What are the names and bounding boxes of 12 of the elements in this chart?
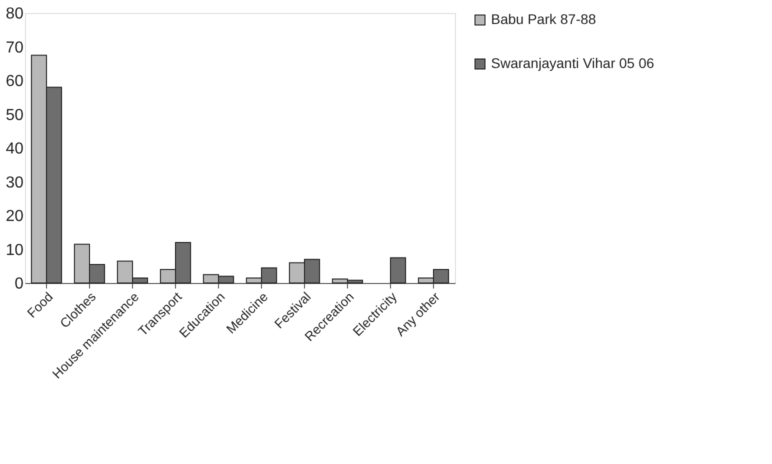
- y-tick-label: 80: [6, 6, 24, 22]
- y-tick-label: 30: [6, 174, 24, 192]
- y-tick-label: 20: [6, 208, 24, 225]
- y-tick-label: 70: [6, 39, 24, 56]
- y-tick-label: 40: [6, 140, 24, 158]
- y-tick-label: 0: [14, 276, 24, 292]
- y-tick-label: 10: [6, 242, 24, 259]
- y-tick-label: 60: [6, 73, 24, 90]
- bar: [390, 257, 406, 284]
- legend-label: Swaranjayanti Vihar 05 06: [491, 55, 654, 71]
- legend-label: Babu Park 87-88: [491, 11, 596, 27]
- y-tick-label: 50: [6, 106, 24, 124]
